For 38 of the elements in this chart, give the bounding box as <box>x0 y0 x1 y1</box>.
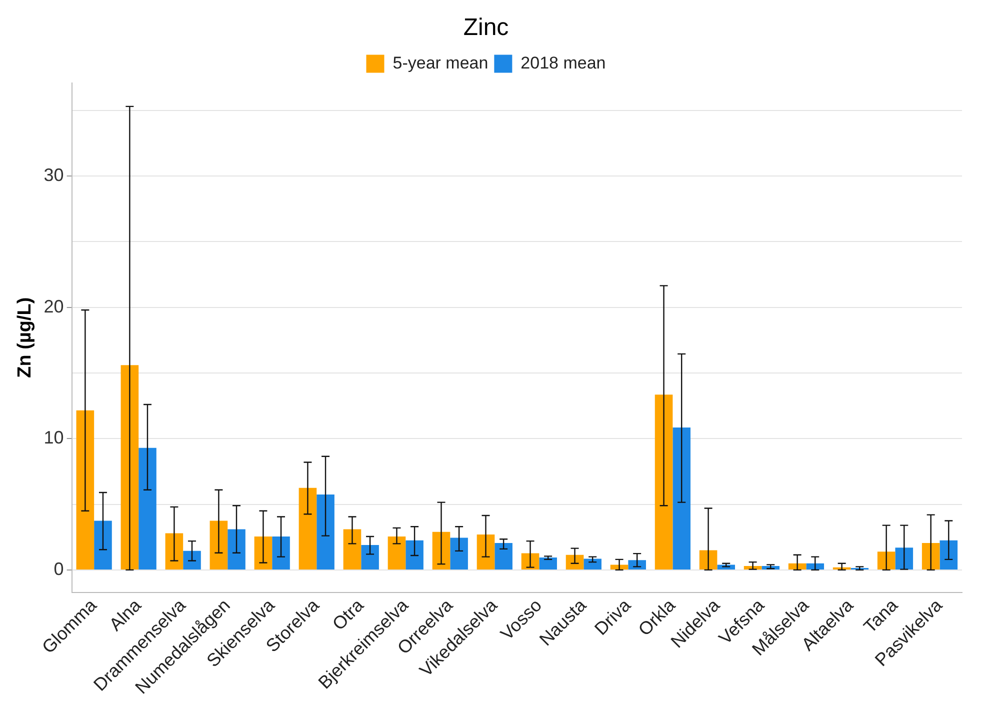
bar <box>120 365 139 570</box>
bar <box>584 558 602 570</box>
bar <box>895 548 914 570</box>
bar <box>922 543 940 570</box>
y-axis-title: Zn (µg/L) <box>14 297 36 378</box>
legend-label: 5-year mean <box>392 53 488 72</box>
bar <box>210 520 228 570</box>
bar <box>76 410 94 570</box>
legend-label: 2018 mean <box>520 53 606 72</box>
bar <box>316 494 334 570</box>
y-tick-label: 30 <box>44 165 64 185</box>
bar <box>476 534 495 570</box>
bar <box>494 543 512 570</box>
bar <box>94 520 112 570</box>
chart-title: Zinc <box>463 14 509 42</box>
bar <box>183 550 201 570</box>
bar <box>610 564 628 570</box>
bar <box>272 536 290 570</box>
bar <box>361 545 379 570</box>
bar <box>654 394 673 570</box>
bar <box>298 488 317 570</box>
y-tick-label: 20 <box>44 296 64 316</box>
bar <box>539 557 557 570</box>
bar <box>566 554 584 570</box>
bar <box>138 448 156 570</box>
bar <box>254 536 272 570</box>
bar <box>450 538 468 570</box>
bar <box>165 533 184 570</box>
y-tick-label: 0 <box>54 558 64 579</box>
bar <box>343 529 362 570</box>
bar <box>672 427 690 570</box>
y-tick-label: 10 <box>44 428 64 448</box>
bar <box>388 536 406 570</box>
bar <box>940 540 958 570</box>
bar <box>406 540 424 570</box>
bar <box>228 529 246 570</box>
bar <box>877 552 896 570</box>
bar <box>806 563 824 570</box>
